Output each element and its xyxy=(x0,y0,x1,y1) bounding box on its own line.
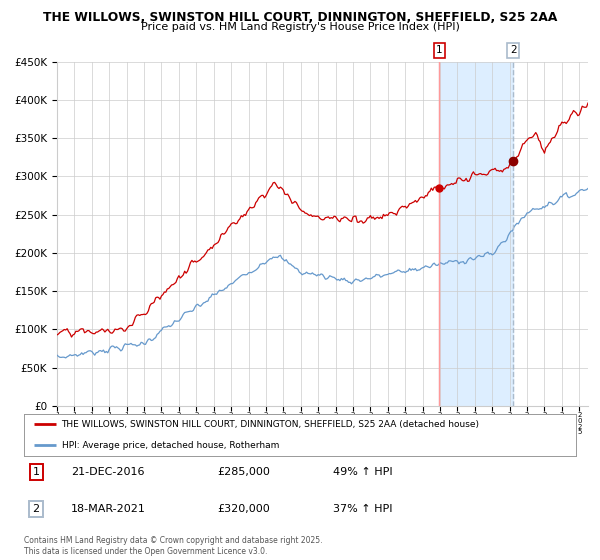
Text: 2: 2 xyxy=(32,504,40,514)
Text: £320,000: £320,000 xyxy=(217,504,270,514)
Text: 49% ↑ HPI: 49% ↑ HPI xyxy=(333,467,393,477)
Text: HPI: Average price, detached house, Rotherham: HPI: Average price, detached house, Roth… xyxy=(62,441,279,450)
Text: 37% ↑ HPI: 37% ↑ HPI xyxy=(333,504,392,514)
Text: THE WILLOWS, SWINSTON HILL COURT, DINNINGTON, SHEFFIELD, S25 2AA: THE WILLOWS, SWINSTON HILL COURT, DINNIN… xyxy=(43,11,557,24)
Text: 21-DEC-2016: 21-DEC-2016 xyxy=(71,467,145,477)
Text: 2: 2 xyxy=(510,45,517,55)
Text: Price paid vs. HM Land Registry's House Price Index (HPI): Price paid vs. HM Land Registry's House … xyxy=(140,22,460,32)
Text: 1: 1 xyxy=(436,45,443,55)
Text: £285,000: £285,000 xyxy=(217,467,270,477)
Text: THE WILLOWS, SWINSTON HILL COURT, DINNINGTON, SHEFFIELD, S25 2AA (detached house: THE WILLOWS, SWINSTON HILL COURT, DINNIN… xyxy=(62,420,479,429)
Text: 1: 1 xyxy=(32,467,40,477)
Text: Contains HM Land Registry data © Crown copyright and database right 2025.
This d: Contains HM Land Registry data © Crown c… xyxy=(24,536,323,556)
Bar xyxy=(439,62,514,406)
Text: 18-MAR-2021: 18-MAR-2021 xyxy=(71,504,146,514)
